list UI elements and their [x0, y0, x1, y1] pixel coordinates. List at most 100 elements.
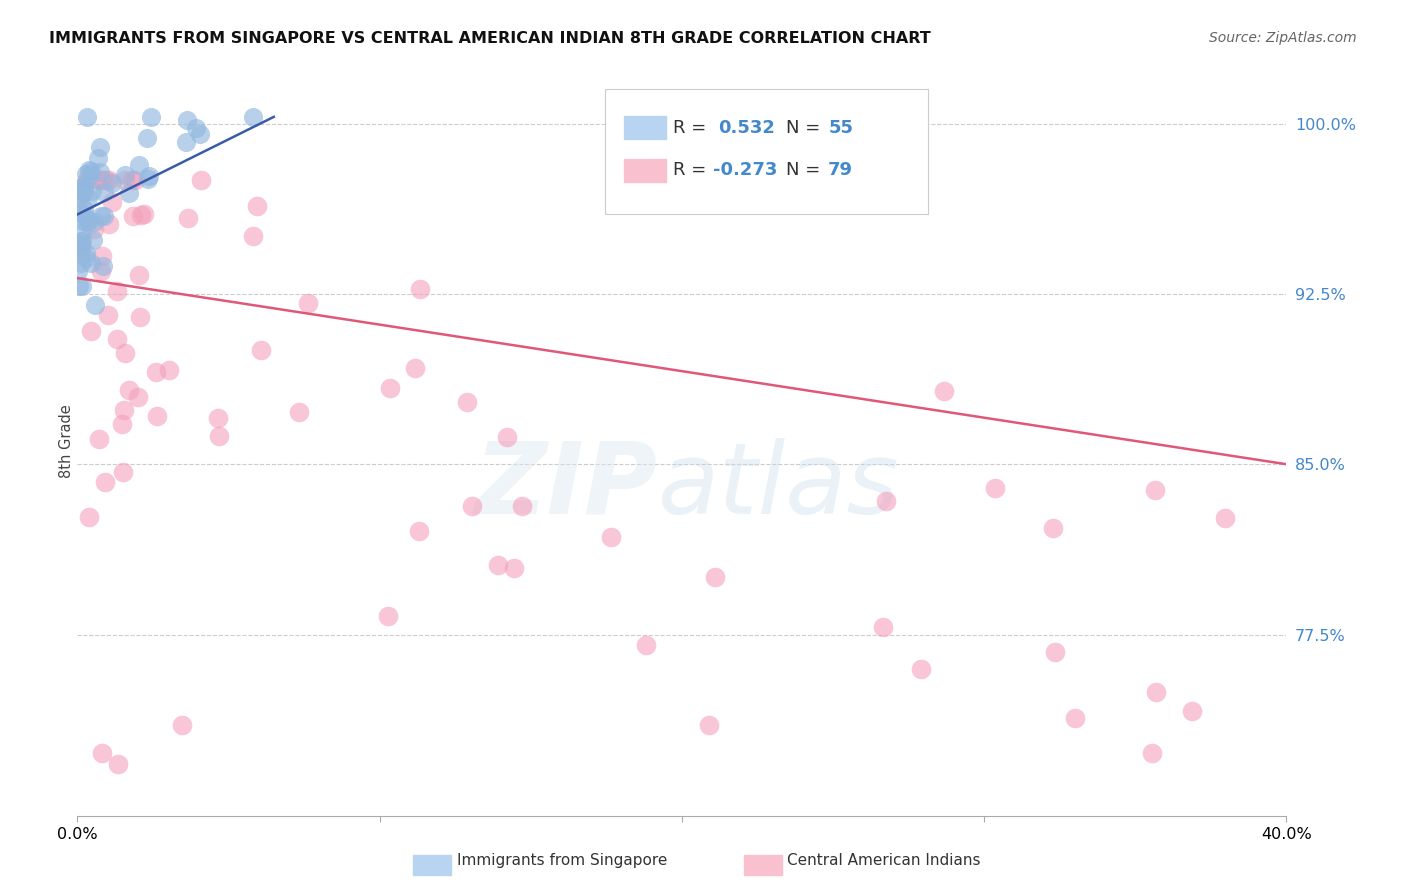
Point — [184, 120, 207, 135]
Point — [70, 279, 93, 293]
Point — [83, 215, 105, 229]
Point — [70, 248, 93, 262]
Point — [89, 140, 111, 154]
Point — [83, 222, 105, 236]
Point — [503, 560, 526, 574]
Text: N =: N = — [786, 119, 825, 136]
Point — [132, 206, 155, 220]
Point — [111, 417, 134, 431]
Point — [97, 173, 120, 187]
Point — [82, 185, 104, 199]
Point — [117, 186, 139, 200]
Point — [67, 181, 90, 195]
Point — [297, 296, 319, 310]
Point — [70, 181, 93, 195]
Point — [69, 192, 91, 206]
Point — [77, 191, 100, 205]
Point — [129, 208, 152, 222]
Point — [90, 173, 112, 187]
Point — [84, 298, 107, 312]
Point — [70, 206, 93, 220]
Text: atlas: atlas — [658, 438, 900, 535]
Point — [87, 151, 110, 165]
Point — [77, 214, 100, 228]
Point — [80, 164, 103, 178]
Point — [80, 324, 103, 338]
Text: IMMIGRANTS FROM SINGAPORE VS CENTRAL AMERICAN INDIAN 8TH GRADE CORRELATION CHART: IMMIGRANTS FROM SINGAPORE VS CENTRAL AME… — [49, 31, 931, 46]
Point — [77, 163, 100, 178]
Point — [91, 260, 114, 274]
Point — [90, 209, 112, 223]
Point — [70, 234, 93, 248]
Point — [107, 756, 129, 771]
Point — [128, 158, 150, 172]
Point — [91, 249, 114, 263]
Point — [79, 510, 101, 524]
Point — [461, 499, 484, 513]
Point — [79, 168, 101, 182]
Point — [87, 173, 110, 187]
Point — [70, 225, 93, 239]
Text: -0.273: -0.273 — [713, 161, 778, 179]
Point — [101, 176, 124, 190]
Point — [1181, 705, 1204, 719]
Point — [94, 475, 117, 489]
Point — [486, 558, 509, 573]
Text: N =: N = — [786, 161, 825, 179]
Point — [76, 173, 98, 187]
Point — [703, 570, 725, 584]
Point — [139, 110, 162, 124]
Point — [76, 173, 98, 187]
Point — [73, 178, 96, 193]
Point — [1142, 746, 1164, 760]
Point — [136, 172, 159, 186]
Point — [73, 182, 96, 196]
Point — [93, 209, 115, 223]
Point — [172, 718, 194, 732]
Point — [67, 237, 90, 252]
Point — [932, 384, 955, 399]
Point — [98, 217, 121, 231]
Point — [1144, 483, 1167, 498]
Point — [73, 185, 96, 199]
Point — [377, 609, 399, 624]
Point — [174, 135, 197, 149]
Point — [127, 391, 149, 405]
Point — [121, 173, 143, 187]
Point — [97, 308, 120, 322]
Point — [80, 256, 103, 270]
Point — [242, 229, 264, 244]
Point — [404, 360, 426, 375]
Point — [246, 199, 269, 213]
Point — [70, 235, 93, 249]
Point — [288, 405, 311, 419]
Point — [983, 481, 1005, 495]
Point — [128, 268, 150, 282]
Point — [872, 620, 894, 634]
Point — [409, 282, 432, 296]
Point — [146, 409, 169, 423]
Point — [75, 209, 97, 223]
Point — [1042, 521, 1064, 535]
Point — [105, 284, 128, 298]
Point — [207, 411, 229, 425]
Point — [138, 169, 160, 183]
Point — [91, 746, 114, 760]
Point — [128, 310, 150, 324]
Point — [496, 430, 519, 444]
Point — [408, 524, 430, 538]
Text: R =: R = — [673, 161, 713, 179]
Point — [510, 499, 533, 513]
Point — [73, 215, 96, 229]
Point — [188, 127, 211, 141]
Point — [76, 110, 98, 124]
Point — [93, 185, 115, 199]
Point — [114, 346, 136, 360]
Point — [75, 251, 97, 265]
Point — [1064, 711, 1087, 725]
Point — [94, 173, 117, 187]
Point — [75, 167, 97, 181]
Point — [89, 432, 111, 446]
Point — [599, 530, 621, 544]
Point — [93, 173, 115, 187]
